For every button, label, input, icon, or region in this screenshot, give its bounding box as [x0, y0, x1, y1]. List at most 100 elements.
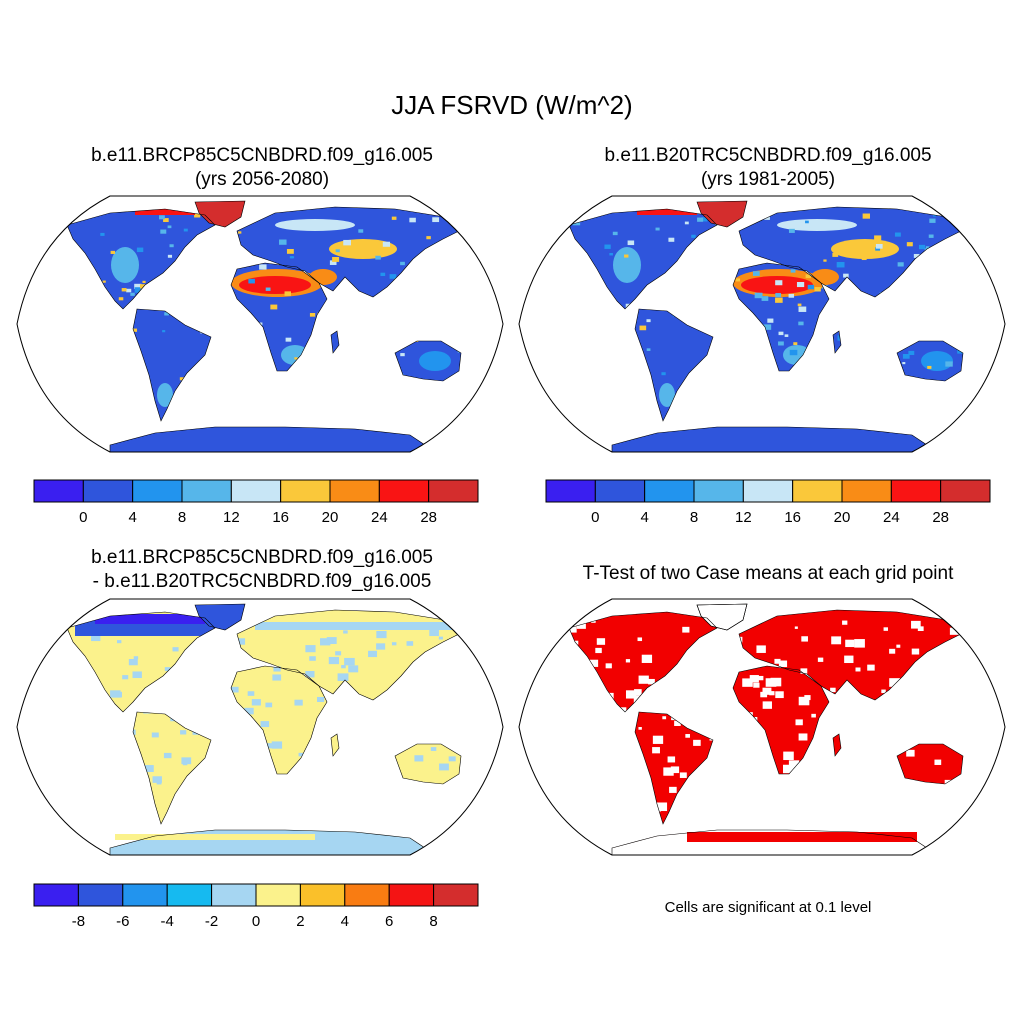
- colorbar-tick-label: 28: [420, 509, 437, 526]
- non-significant-cell: [682, 626, 690, 633]
- grid-cell: [438, 636, 443, 640]
- grid-cell: [265, 287, 271, 291]
- grid-cell: [152, 776, 162, 783]
- australia-interior: [419, 351, 451, 371]
- colorbar-tick-label: 20: [322, 509, 339, 526]
- coast-southAmerica: [634, 308, 714, 422]
- grid-cell: [358, 229, 364, 233]
- grid-cell: [927, 365, 932, 369]
- grid-cell: [902, 354, 910, 359]
- non-significant-cell: [855, 667, 861, 672]
- coast-greenland: [696, 603, 748, 631]
- non-significant-cell: [783, 751, 794, 761]
- grid-cell: [792, 354, 801, 360]
- grid-cell: [317, 696, 325, 702]
- grid-cell: [248, 278, 255, 284]
- grid-cell: [861, 256, 867, 261]
- grid-cell: [271, 741, 283, 749]
- grid-cell: [918, 244, 926, 250]
- non-significant-cell: [934, 759, 942, 765]
- grid-cell: [389, 274, 397, 279]
- non-significant-cell: [756, 645, 766, 653]
- colorbar-swatch: [33, 883, 79, 907]
- panel-title-case1: b.e11.BRCP85C5CNBDRD.f09_g16.005 (yrs 20…: [12, 144, 512, 192]
- grid-cell: [929, 218, 936, 223]
- non-significant-cell: [634, 689, 642, 696]
- coast-australia: [394, 340, 462, 382]
- coast-africa: [732, 262, 830, 372]
- coast-madagascar: [832, 733, 842, 757]
- grid-cell: [432, 217, 440, 223]
- non-significant-cell: [693, 739, 701, 746]
- grid-cell: [874, 235, 882, 241]
- grid-cell: [235, 638, 246, 645]
- grid-cell: [110, 690, 121, 698]
- coast-antarctica: [611, 829, 928, 855]
- coast-eurasia: [236, 206, 464, 298]
- grid-cell: [814, 287, 821, 292]
- non-significant-cell: [844, 655, 854, 664]
- panel-title-case1-line2: (yrs 2056-2080): [194, 169, 330, 190]
- west-us: [613, 247, 641, 283]
- grid-cell: [945, 361, 953, 367]
- grid-cell: [102, 280, 106, 283]
- grid-cell: [894, 232, 901, 237]
- coast-northAmerica: [66, 611, 216, 713]
- grid-cell: [925, 246, 930, 249]
- non-significant-cell: [638, 727, 642, 730]
- non-significant-cell: [804, 695, 811, 701]
- grid-cell: [344, 657, 355, 666]
- colorbar-swatch: [280, 479, 331, 503]
- coast-africa: [732, 665, 830, 775]
- grid-cell: [326, 637, 337, 645]
- non-significant-cell: [679, 772, 687, 778]
- coastlines: [66, 603, 464, 855]
- grid-cell: [134, 283, 142, 289]
- grid-cell: [244, 707, 254, 715]
- grid-cell: [775, 297, 783, 303]
- map-diff: [16, 598, 504, 856]
- coast-northAmerica: [568, 611, 718, 713]
- grid-cell: [118, 297, 124, 301]
- grid-cell: [406, 641, 414, 646]
- colorbar-tick-label: 16: [784, 509, 801, 526]
- grid-cell: [784, 334, 789, 337]
- grid-cell: [763, 324, 772, 330]
- non-significant-cell: [685, 734, 690, 738]
- grid-cell: [305, 670, 315, 678]
- grid-cell: [260, 721, 270, 728]
- grid-cell: [735, 278, 741, 282]
- colorbar-swatch: [378, 479, 430, 503]
- grid-cell: [788, 293, 795, 298]
- non-significant-cell: [595, 647, 602, 654]
- grid-cell: [933, 214, 937, 217]
- grid-cell: [272, 674, 282, 681]
- grid-cell: [284, 291, 292, 296]
- non-significant-cell: [605, 663, 612, 669]
- panel-title-ttest: T-Test of two Case means at each grid po…: [512, 562, 1024, 586]
- colorbar-tick-label: 0: [591, 509, 599, 526]
- non-significant-cell: [783, 764, 794, 774]
- coast-greenland: [194, 200, 246, 228]
- grid-cell: [797, 303, 802, 307]
- grid-cell: [430, 747, 437, 751]
- grid-cell: [646, 348, 651, 351]
- non-significant-cell: [817, 657, 824, 662]
- west-us: [111, 247, 139, 283]
- coast-greenland: [194, 603, 246, 631]
- colorbar-tick-label: 4: [341, 913, 349, 930]
- colorbar-tick-label: -4: [161, 913, 174, 930]
- grid-cell: [668, 237, 675, 242]
- colorbar-tick-label: 20: [834, 509, 851, 526]
- grid-cell: [159, 215, 165, 220]
- grid-cell: [230, 686, 239, 693]
- grid-cell: [376, 643, 386, 650]
- coast-eurasia: [236, 609, 464, 701]
- grid-cell: [320, 638, 331, 646]
- colorbar-swatch: [428, 479, 479, 503]
- grid-cell: [761, 296, 769, 301]
- antarctica-fill: [110, 427, 425, 452]
- non-significant-cell: [569, 626, 577, 633]
- non-significant-cell: [760, 691, 768, 698]
- colorbar-swatch: [122, 883, 168, 907]
